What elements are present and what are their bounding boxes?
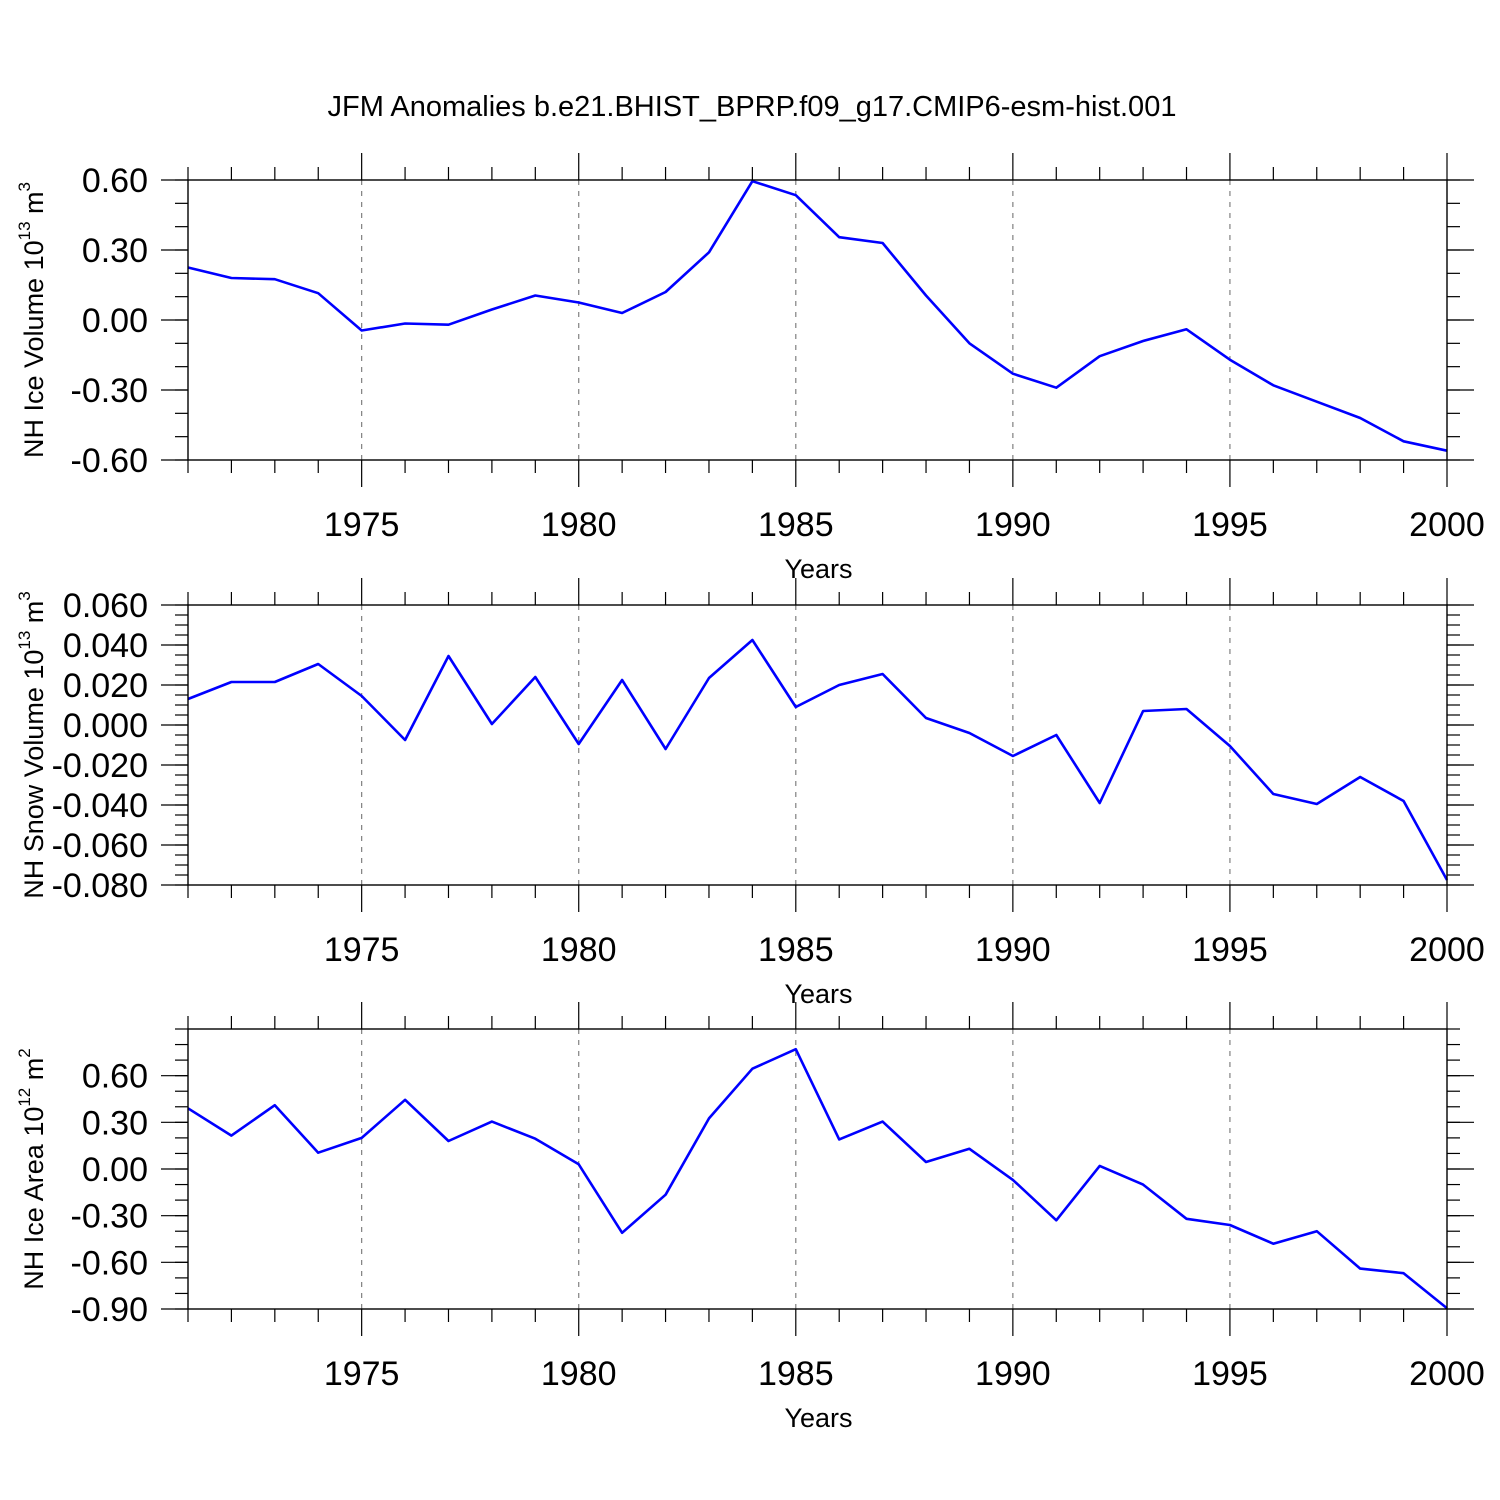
- y-axis-title-exponent: 13: [15, 221, 34, 240]
- y-axis-title-text: NH Ice Volume 10: [19, 240, 49, 458]
- x-tick-label: 2000: [1409, 1355, 1485, 1393]
- y-tick-label: 0.00: [82, 302, 148, 340]
- y-tick-label: 0.060: [63, 587, 148, 625]
- plot-frame: [187, 1028, 1448, 1310]
- x-tick-label: 1990: [975, 506, 1051, 544]
- y-tick-label: 0.60: [82, 1058, 148, 1096]
- y-tick-label: 0.040: [63, 627, 148, 665]
- x-axis-title: Years: [784, 979, 852, 1009]
- y-axis-title-unit-exponent: 2: [15, 1048, 34, 1057]
- x-tick-label: 1975: [324, 1355, 400, 1393]
- y-tick-label: -0.90: [71, 1291, 149, 1329]
- y-axis-title-unit: m: [19, 191, 49, 221]
- plot-frame: [187, 179, 1448, 461]
- y-tick-label: -0.080: [52, 867, 148, 905]
- x-tick-label: 1995: [1192, 931, 1268, 969]
- y-axis-title-text: NH Snow Volume 10: [19, 650, 49, 899]
- y-tick-label: 0.30: [82, 232, 148, 270]
- panels: -0.60 -0.30 0.00 0.30 0.60 1975 1980 1985 1990 19…: [15, 153, 1485, 1433]
- figure-title: JFM Anomalies b.e21.BHIST_BPRP.f09_g17.C…: [328, 91, 1177, 123]
- x-tick-label: 1985: [758, 506, 834, 544]
- x-tick-label: 1980: [541, 506, 617, 544]
- y-tick-label: 0.020: [63, 667, 148, 705]
- y-tick-label: 0.00: [82, 1151, 148, 1189]
- x-tick-label: 1980: [541, 931, 617, 969]
- y-axis-title-text: NH Ice Area 10: [19, 1107, 49, 1290]
- y-tick-label: -0.60: [71, 1244, 149, 1282]
- x-axis-title: Years: [784, 554, 852, 584]
- y-axis-title-unit-exponent: 3: [15, 182, 34, 191]
- x-tick-label: 1990: [975, 1355, 1051, 1393]
- y-tick-label: -0.020: [52, 747, 148, 785]
- series-line: [187, 638, 1449, 881]
- panel-1: -0.60 -0.30 0.00 0.30 0.60 1975 1980 1985 1990 19…: [15, 153, 1485, 584]
- plot-frame: [187, 604, 1448, 886]
- x-tick-label: 1990: [975, 931, 1051, 969]
- x-tick-label: 1985: [758, 931, 834, 969]
- x-tick-label: 1975: [324, 931, 400, 969]
- y-axis-title-unit: m: [19, 601, 49, 631]
- y-tick-label: 0.000: [63, 707, 148, 745]
- series-line: [187, 179, 1448, 452]
- y-tick-label: -0.60: [71, 442, 149, 480]
- y-axis-title-exponent: 13: [15, 631, 34, 650]
- y-tick-label: -0.30: [71, 1198, 149, 1236]
- y-axis-title: NH Snow Volume 1013 m3: [15, 591, 49, 899]
- x-tick-label: 1985: [758, 1355, 834, 1393]
- x-tick-label: 1995: [1192, 506, 1268, 544]
- y-axis-title-exponent: 12: [15, 1088, 34, 1107]
- x-tick-label: 2000: [1409, 506, 1485, 544]
- y-axis-title-unit: m: [19, 1058, 49, 1088]
- x-tick-label: 2000: [1409, 931, 1485, 969]
- x-tick-label: 1995: [1192, 1355, 1268, 1393]
- x-axis-title: Years: [784, 1403, 852, 1433]
- panel-2: -0.080-0.060-0.040-0.0200.0000.0200.0400…: [15, 578, 1485, 1009]
- x-tick-label: 1980: [541, 1355, 617, 1393]
- y-tick-label: 0.60: [82, 162, 148, 200]
- y-axis-title: NH Ice Area 1012 m2: [15, 1048, 49, 1289]
- series-line: [187, 1047, 1448, 1310]
- y-tick-label: -0.060: [52, 827, 148, 865]
- y-tick-label: -0.30: [71, 372, 149, 410]
- y-axis-title: NH Ice Volume 1013 m3: [15, 182, 49, 458]
- y-tick-label: 0.30: [82, 1104, 148, 1142]
- panel-3: -0.90 -0.60 -0.30 0.00 0.30 0.60 1975 1980 1985 1…: [15, 1002, 1485, 1433]
- x-tick-label: 1975: [324, 506, 400, 544]
- y-tick-label: -0.040: [52, 787, 148, 825]
- y-axis-title-unit-exponent: 3: [15, 591, 34, 600]
